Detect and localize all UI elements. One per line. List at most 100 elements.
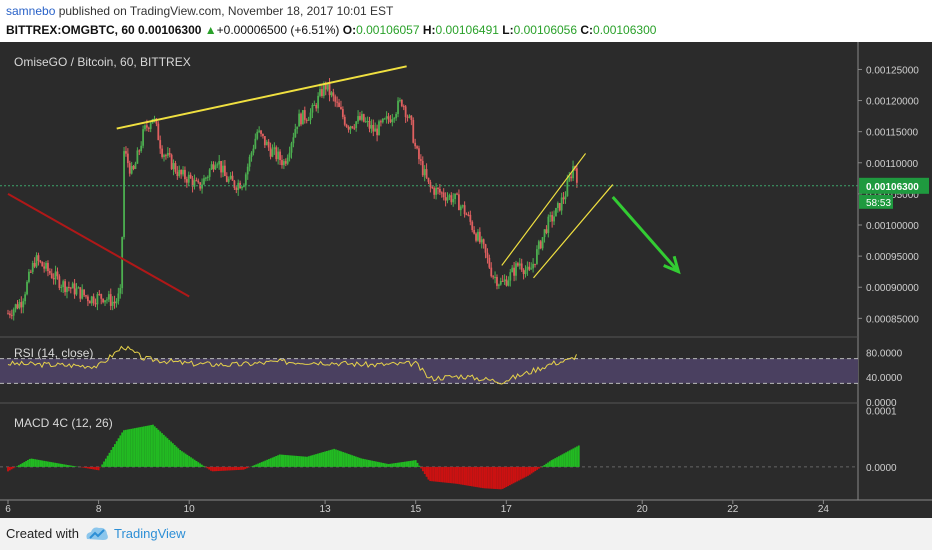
macd-bar: [57, 463, 60, 467]
macd-bar: [43, 460, 46, 467]
macd-bar: [266, 459, 269, 467]
macd-bar: [393, 463, 395, 467]
macd-bar: [543, 464, 546, 467]
macd-bar: [304, 456, 307, 467]
macd-bar: [420, 466, 423, 469]
time-tick-label: 13: [320, 504, 332, 515]
macd-bar: [574, 447, 577, 467]
candle-body: [347, 126, 350, 130]
candle-body: [223, 165, 226, 177]
macd-bar: [155, 428, 158, 467]
candle-body: [355, 121, 358, 129]
candle-body: [138, 150, 141, 152]
candle-body: [191, 178, 194, 187]
macd-bar: [181, 451, 183, 467]
candle-body: [218, 160, 221, 165]
candle-body: [184, 169, 186, 180]
candle-body: [288, 152, 291, 158]
candle-body: [140, 145, 143, 151]
candle-body: [431, 187, 434, 189]
candle-body: [220, 160, 222, 173]
candle-body: [338, 102, 340, 107]
candle-body: [437, 187, 439, 190]
candle-body: [332, 92, 335, 97]
candle-body: [201, 184, 203, 189]
macd-bar: [289, 455, 292, 467]
macd-bar: [512, 466, 515, 484]
macd-bar: [159, 431, 162, 467]
candle-body: [298, 113, 300, 127]
candle-body: [168, 153, 171, 155]
price-tick-label: 0.00085000: [866, 314, 919, 325]
candle-body: [113, 301, 116, 304]
candle-body: [442, 192, 445, 198]
candle-body: [300, 113, 302, 125]
macd-bar: [385, 463, 388, 467]
candle-body: [64, 281, 66, 293]
macd-bar: [527, 466, 529, 476]
macd-bar: [36, 459, 38, 467]
macd-bar: [74, 466, 76, 467]
open-label: O:: [342, 23, 357, 37]
macd-bar: [59, 463, 62, 467]
candle-body: [368, 120, 371, 129]
candle-body: [75, 288, 78, 295]
author-link[interactable]: samnebo: [6, 4, 56, 18]
candle-body: [233, 180, 236, 188]
candle-body: [176, 171, 179, 177]
candle-body: [383, 118, 386, 120]
countdown-badge: [859, 194, 893, 209]
candle-body: [494, 277, 496, 279]
macd-bar: [547, 462, 549, 467]
macd-bar: [253, 465, 256, 467]
macd-bar: [153, 426, 156, 467]
macd-bar: [182, 452, 185, 467]
candle-body: [244, 174, 247, 186]
candle-body: [353, 127, 356, 129]
macd-bar: [336, 450, 339, 467]
candle-body: [41, 261, 44, 267]
candle-body: [547, 216, 550, 233]
macd-bar: [215, 466, 218, 472]
candle-body: [359, 116, 361, 120]
macd-bar: [463, 466, 466, 486]
macd-bar: [487, 466, 490, 489]
price-tick-label: 0.00095000: [866, 252, 919, 263]
macd-bar: [552, 459, 555, 467]
candle-body: [496, 277, 498, 286]
candle-body: [515, 263, 517, 276]
candle-body: [385, 116, 388, 119]
candle-body: [513, 267, 515, 276]
macd-bar: [452, 466, 455, 484]
candle-body: [503, 279, 506, 282]
macd-bar: [287, 455, 290, 467]
candle-body: [307, 119, 310, 121]
macd-bar: [577, 445, 580, 467]
candle-body: [370, 124, 373, 129]
macd-bar: [557, 456, 560, 467]
candle-body: [22, 301, 25, 308]
macd-bar: [268, 459, 270, 467]
tradingview-link[interactable]: TradingView: [114, 526, 186, 541]
macd-bar: [224, 466, 227, 471]
macd-bar: [184, 453, 187, 467]
macd-bar: [8, 466, 11, 471]
macd-bar: [518, 466, 520, 481]
rsi-band: [0, 358, 858, 384]
macd-bar: [115, 441, 118, 467]
candle-body: [511, 267, 514, 273]
candle-body: [149, 123, 152, 129]
candle-body: [187, 174, 190, 183]
price-tick-label: 0.00110000: [866, 159, 919, 170]
macd-bar: [27, 459, 29, 467]
candle-body: [132, 166, 135, 169]
macd-bar: [561, 454, 564, 467]
candle-body: [210, 164, 213, 170]
candle-body: [568, 176, 571, 181]
candle-body: [126, 153, 129, 164]
candle-body: [478, 231, 481, 243]
candle-body: [404, 106, 407, 118]
candle-body: [539, 241, 542, 249]
macd-bar: [403, 461, 406, 467]
chart-canvas[interactable]: 0.00125000 0.00120000 0.00115000 0.00110000…: [0, 42, 932, 518]
